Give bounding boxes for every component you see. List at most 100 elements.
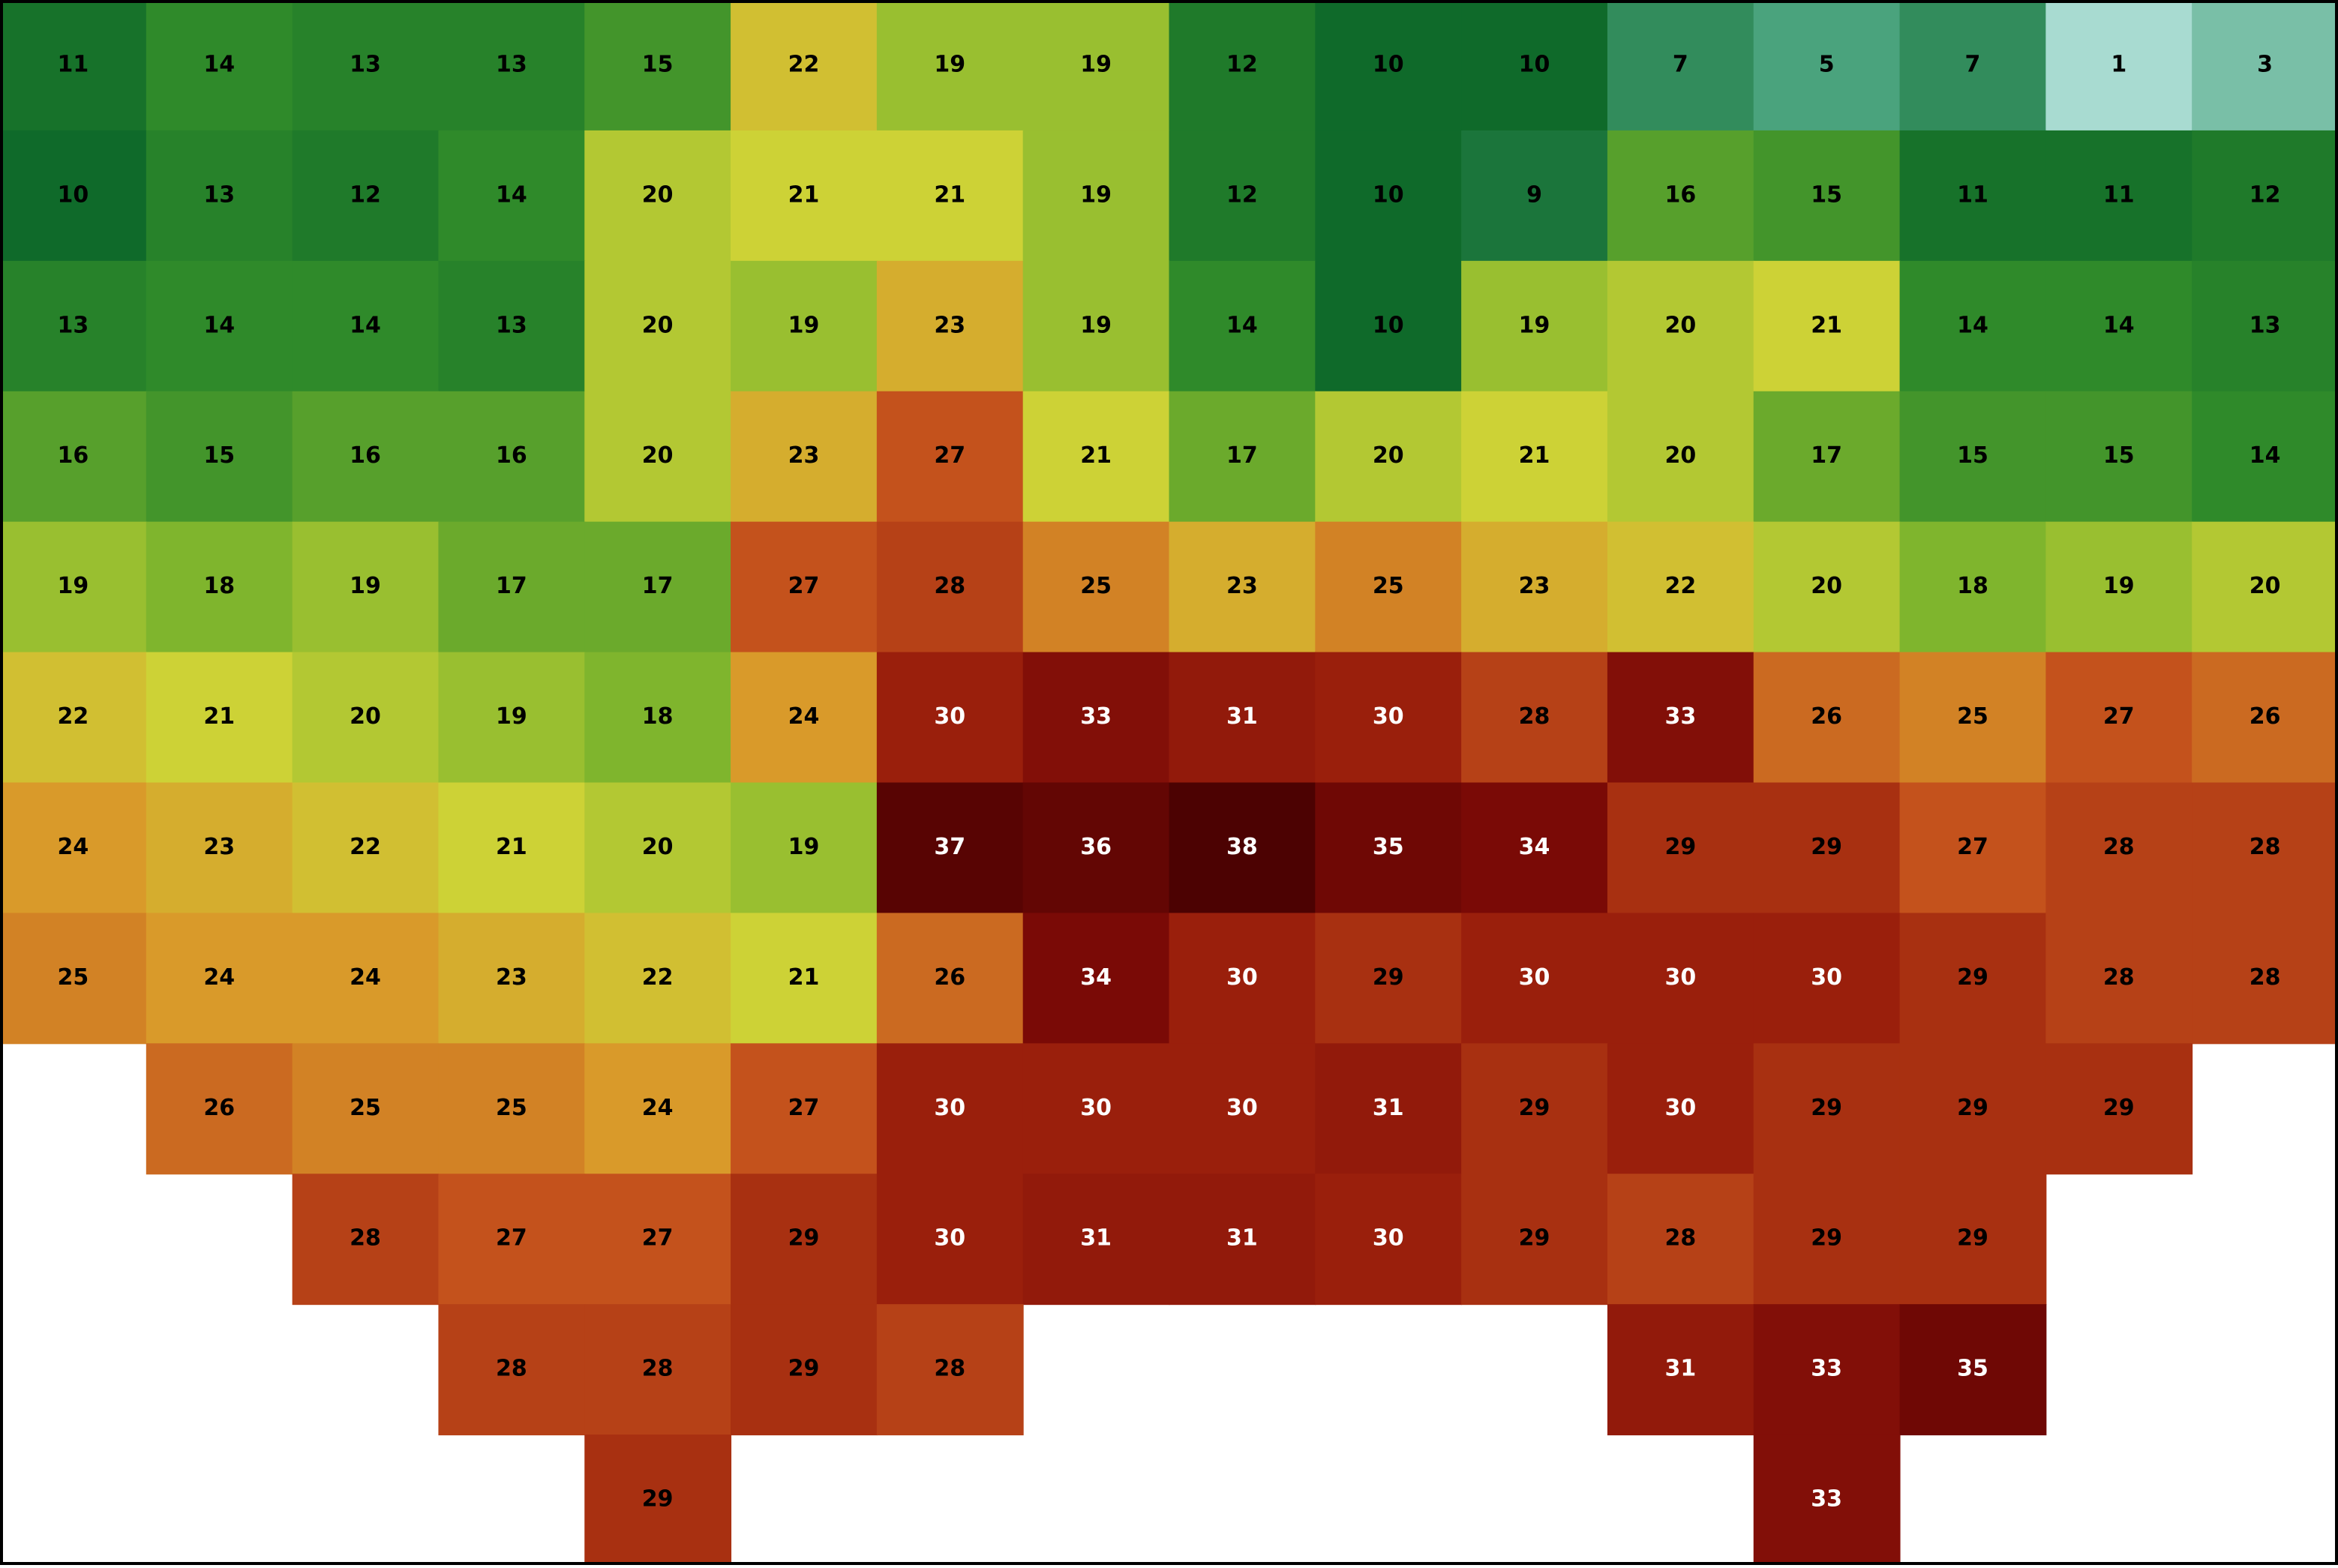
temperature-cell [1607,391,1754,523]
temperature-label: 28 [350,1225,381,1252]
temperature-cell [146,1043,293,1175]
temperature-label: 28 [2103,834,2135,860]
temperature-cell [1022,260,1170,392]
temperature-cell [1899,913,2047,1045]
temperature-label: 19 [788,312,820,338]
temperature-label: 27 [496,1225,527,1252]
temperature-cell [1315,391,1463,523]
temperature-label: 21 [788,181,820,208]
temperature-label: 16 [1664,181,1696,208]
temperature-cell [438,130,586,262]
temperature-cell [292,652,440,784]
temperature-label: 20 [1373,442,1404,469]
temperature-label: 34 [1519,834,1550,860]
temperature-label: 13 [350,51,381,77]
temperature-label: 14 [203,51,235,77]
temperature-cell [2192,391,2338,523]
temperature-label: 31 [1226,1225,1258,1252]
temperature-label: 29 [1811,834,1842,860]
temperature-cell [731,130,878,262]
temperature-cell [146,913,293,1045]
temperature-label: 19 [58,573,89,599]
temperature-label: 13 [2249,312,2281,338]
temperature-label: 33 [1811,1356,1842,1382]
temperature-label: 30 [1519,964,1550,991]
temperature-label: 11 [2103,181,2135,208]
temperature-cell [876,782,1024,914]
temperature-cell [1169,782,1316,914]
temperature-cell [0,130,147,262]
temperature-cell [584,391,732,523]
temperature-cell [1899,1174,2047,1306]
temperature-label: 31 [1226,703,1258,730]
temperature-label: 26 [1811,703,1842,730]
temperature-label: 10 [1373,312,1404,338]
temperature-cell [146,130,293,262]
temperature-label: 12 [350,181,381,208]
temperature-label: 28 [1664,1225,1696,1252]
temperature-cell [1022,913,1170,1045]
temperature-label: 22 [350,834,381,860]
temperature-label: 27 [788,1095,820,1121]
temperature-cell [1607,260,1754,392]
temperature-label: 17 [496,573,527,599]
temperature-label: 25 [1957,703,1988,730]
temperature-cell [1607,130,1754,262]
temperature-label: 29 [2103,1095,2135,1121]
temperature-label: 20 [642,181,674,208]
temperature-cell [146,391,293,523]
temperature-label: 15 [642,51,674,77]
temperature-cell [0,0,147,131]
temperature-label: 30 [1373,1225,1404,1252]
temperature-cell [292,913,440,1045]
temperature-label: 13 [58,312,89,338]
temperature-cell [438,652,586,784]
temperature-label: 29 [788,1225,820,1252]
temperature-cell [584,260,732,392]
temperature-label: 12 [1226,181,1258,208]
temperature-cell [2045,130,2193,262]
temperature-cell [1607,913,1754,1045]
temperature-cell [1315,1174,1463,1306]
temperature-label: 29 [788,1356,820,1382]
temperature-cell [1315,913,1463,1045]
temperature-label: 26 [934,964,965,991]
temperature-label: 23 [1226,573,1258,599]
temperature-cell [1022,1043,1170,1175]
temperature-label: 14 [496,181,527,208]
temperature-cell [731,0,878,131]
temperature-cell [1753,521,1901,653]
temperature-cell [1899,260,2047,392]
temperature-label: 15 [1957,442,1988,469]
temperature-label: 30 [934,703,965,730]
temperature-cell [1607,0,1754,131]
temperature-cell [438,1043,586,1175]
temperature-label: 21 [496,834,527,860]
temperature-label: 30 [1226,964,1258,991]
temperature-cell [1899,652,2047,784]
temperature-label: 9 [1526,181,1542,208]
temperature-cell [1899,782,2047,914]
temperature-label: 29 [1811,1095,1842,1121]
temperature-label: 14 [350,312,381,338]
temperature-label: 17 [1811,442,1842,469]
temperature-label: 12 [2249,181,2281,208]
temperature-label: 23 [203,834,235,860]
temperature-cell [0,782,147,914]
temperature-label: 24 [58,834,89,860]
temperature-label: 27 [1957,834,1988,860]
temperature-label: 28 [934,573,965,599]
temperature-cell [1461,0,1608,131]
temperature-label: 22 [58,703,89,730]
temperature-label: 21 [934,181,965,208]
temperature-cell [438,913,586,1045]
temperature-cell [1461,130,1608,262]
temperature-label: 20 [1664,312,1696,338]
temperature-cell [1753,1174,1901,1306]
temperature-cell [1607,652,1754,784]
temperature-cell [1899,1043,2047,1175]
temperature-cell [438,391,586,523]
temperature-label: 21 [788,964,820,991]
